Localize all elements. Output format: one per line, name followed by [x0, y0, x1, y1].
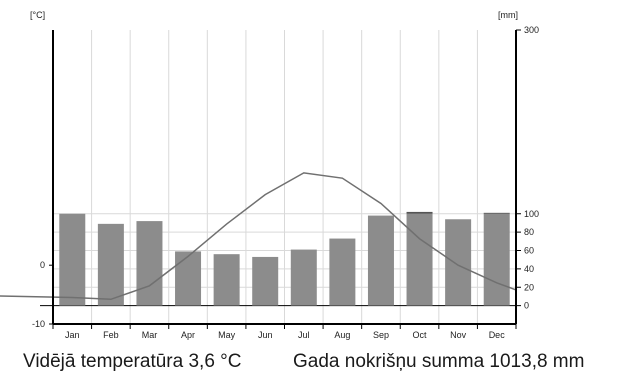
precipitation-bar	[252, 256, 279, 306]
right-axis-tick-label: 100	[524, 209, 539, 219]
temperature-line	[0, 172, 517, 301]
month-label: Jul	[298, 330, 310, 340]
month-label: Nov	[450, 330, 467, 340]
axes: 300 100 80 60 40 20 0 0 -10 Jan Feb Mar Apr May Jun Jul…	[32, 25, 539, 340]
precipitation-bar-excess	[406, 211, 433, 214]
month-label: Dec	[489, 330, 506, 340]
left-axis-tick-label: -10	[32, 319, 45, 329]
month-label: Oct	[413, 330, 428, 340]
right-axis-tick-label: 20	[524, 282, 534, 292]
right-axis-unit: [mm]	[498, 10, 518, 20]
month-label: Jan	[65, 330, 80, 340]
month-label: Mar	[142, 330, 158, 340]
precipitation-bar	[329, 238, 356, 306]
left-axis-tick-label: 0	[40, 260, 45, 270]
month-label: May	[218, 330, 236, 340]
right-axis-tick-label: 80	[524, 227, 534, 237]
right-axis-tick-label: 40	[524, 264, 534, 274]
temperature-series	[0, 172, 517, 301]
climate-chart: 300 100 80 60 40 20 0 0 -10 Jan Feb Mar Apr May Jun Jul…	[0, 10, 539, 340]
average-temperature-text: Vidējā temperatūra 3,6 °C	[23, 351, 242, 372]
precipitation-bar-excess	[483, 212, 510, 214]
month-label: Apr	[181, 330, 195, 340]
month-label: Aug	[334, 330, 350, 340]
precipitation-bar	[97, 223, 124, 306]
annual-precipitation-text: Gada nokrišņu summa 1013,8 mm	[293, 351, 585, 372]
precipitation-bar	[136, 221, 163, 306]
precipitation-bar	[213, 254, 240, 306]
right-axis-tick-label: 300	[524, 25, 539, 35]
precipitation-bar	[367, 215, 394, 306]
month-label: Feb	[103, 330, 119, 340]
right-axis-tick-label: 60	[524, 246, 534, 256]
precipitation-bar	[290, 249, 317, 306]
month-label: Jun	[258, 330, 273, 340]
precipitation-bar	[175, 251, 202, 306]
precipitation-bar	[445, 219, 472, 306]
precipitation-bar	[406, 213, 433, 306]
month-label: Sep	[373, 330, 389, 340]
precipitation-bar	[483, 213, 510, 306]
precipitation-bar	[59, 213, 86, 306]
right-axis-tick-label: 0	[524, 301, 529, 311]
precipitation-bars	[59, 211, 510, 306]
left-axis-unit: [°C]	[30, 10, 45, 20]
